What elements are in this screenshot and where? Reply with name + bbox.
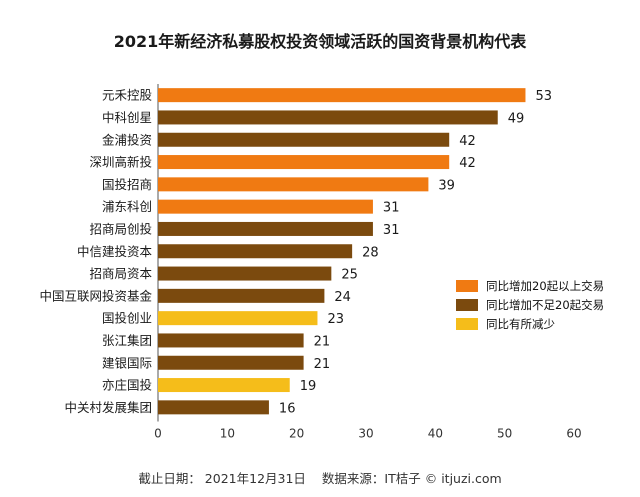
data-label: 31 — [383, 223, 400, 238]
category-label: 招商局资本 — [89, 266, 152, 281]
footer: 截止日期： 2021年12月31日 数据来源：IT桔子 © itjuzi.com — [0, 468, 640, 487]
bar — [158, 378, 290, 393]
legend-swatch — [456, 298, 478, 311]
data-label: 39 — [438, 178, 455, 193]
legend-label: 同比增加20起以上交易 — [486, 278, 605, 293]
category-label: 中科创星 — [102, 110, 152, 125]
bar — [158, 311, 318, 326]
data-label: 16 — [279, 401, 296, 416]
data-label: 49 — [508, 111, 525, 126]
category-label: 中关村发展集团 — [64, 400, 152, 415]
x-tick-label: 20 — [289, 427, 304, 441]
legend: 同比增加20起以上交易 同比增加不足20起交易 同比有所减少 — [456, 276, 604, 333]
chart-title: 2021年新经济私募股权投资领域活跃的国资背景机构代表 — [113, 32, 527, 51]
category-label: 金浦投资 — [102, 132, 152, 147]
bar — [158, 266, 332, 281]
bar — [158, 355, 304, 370]
bar — [158, 244, 353, 259]
bar — [158, 333, 304, 348]
bar — [158, 155, 450, 170]
data-label: 53 — [535, 89, 552, 104]
data-label: 25 — [341, 268, 358, 283]
legend-label: 同比增加不足20起交易 — [486, 297, 605, 312]
bar — [158, 288, 325, 303]
x-tick-label: 30 — [358, 427, 373, 441]
legend-swatch — [456, 279, 478, 292]
category-label: 建银国际 — [102, 355, 152, 370]
category-label: 中信建投资本 — [77, 244, 153, 259]
data-label: 21 — [314, 334, 331, 349]
data-label: 24 — [334, 290, 351, 305]
category-label: 张江集团 — [102, 333, 152, 348]
bar — [158, 110, 498, 125]
bar — [158, 88, 526, 103]
data-source: 数据来源：IT桔子 © itjuzi.com — [321, 471, 502, 486]
legend-item: 同比增加不足20起交易 — [456, 295, 604, 314]
x-tick-label: 50 — [497, 427, 512, 441]
category-label: 深圳高新投 — [89, 155, 152, 170]
data-label: 19 — [300, 379, 317, 394]
x-tick-label: 10 — [220, 427, 235, 441]
category-label: 招商局创投 — [89, 221, 152, 236]
data-label: 21 — [314, 357, 331, 372]
bar — [158, 177, 429, 192]
category-label: 国投招商 — [102, 177, 152, 192]
data-label: 28 — [362, 245, 379, 260]
data-label: 42 — [459, 134, 476, 149]
cutoff-date: 截止日期： 2021年12月31日 — [138, 471, 306, 486]
x-tick-label: 60 — [566, 427, 581, 441]
category-label: 中国互联网投资基金 — [39, 288, 152, 303]
category-label: 国投创业 — [102, 311, 152, 326]
legend-item: 同比增加20起以上交易 — [456, 276, 604, 295]
x-tick-label: 0 — [154, 427, 162, 441]
x-tick-label: 40 — [428, 427, 443, 441]
bar — [158, 199, 373, 214]
category-label: 亦庄国投 — [102, 378, 152, 393]
legend-label: 同比有所减少 — [486, 316, 555, 331]
bar — [158, 400, 269, 415]
legend-item: 同比有所减少 — [456, 314, 604, 333]
data-label: 23 — [327, 312, 344, 327]
bar — [158, 221, 373, 236]
category-label: 浦东科创 — [102, 199, 152, 214]
data-label: 42 — [459, 156, 476, 171]
category-label: 元禾控股 — [102, 88, 153, 103]
data-label: 31 — [383, 201, 400, 216]
legend-swatch — [456, 317, 478, 330]
bar — [158, 132, 450, 147]
